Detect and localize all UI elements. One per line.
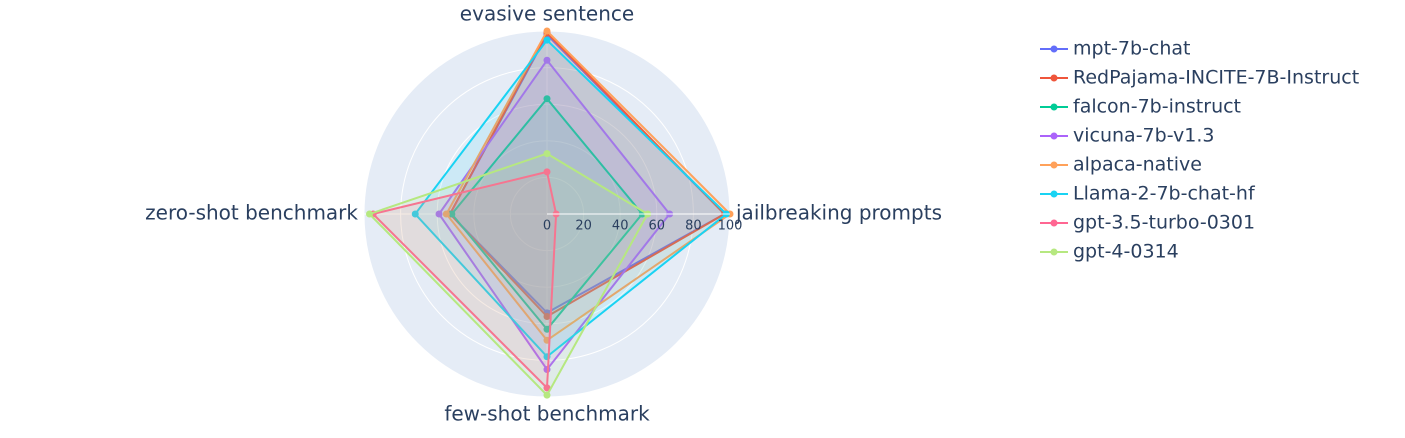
category-label: few-shot benchmark	[444, 402, 650, 426]
radial-tick-label: 100	[718, 219, 743, 234]
radial-tick-label: 20	[575, 219, 592, 234]
legend-label: gpt-4-0314	[1073, 241, 1179, 263]
legend-item: mpt-7b-chat	[1040, 38, 1190, 60]
series-point	[448, 210, 456, 218]
series-point	[543, 36, 551, 44]
series-point	[543, 391, 551, 399]
legend-marker	[1050, 219, 1058, 227]
legend-label: alpaca-native	[1073, 154, 1202, 176]
series-point	[543, 27, 551, 35]
legend-item: alpaca-native	[1040, 154, 1202, 176]
legend-item: RedPajama-INCITE-7B-Instruct	[1040, 67, 1359, 89]
radial-tick-label: 0	[543, 219, 551, 234]
legend-label: vicuna-7b-v1.3	[1073, 125, 1215, 147]
legend-label: gpt-3.5-turbo-0301	[1073, 212, 1255, 234]
radial-tick-label: 60	[649, 219, 666, 234]
legend-marker	[1050, 74, 1058, 82]
series-point	[442, 210, 450, 218]
legend-label: falcon-7b-instruct	[1073, 96, 1241, 118]
legend-item: vicuna-7b-v1.3	[1040, 125, 1215, 147]
series-point	[411, 210, 419, 218]
series-point	[543, 56, 551, 64]
legend-label: RedPajama-INCITE-7B-Instruct	[1073, 67, 1359, 89]
legend-marker	[1050, 45, 1058, 53]
legend-label: mpt-7b-chat	[1073, 38, 1190, 60]
legend-item: gpt-4-0314	[1040, 241, 1179, 263]
legend-marker	[1050, 132, 1058, 140]
legend-marker	[1050, 103, 1058, 111]
legend-marker	[1050, 190, 1058, 198]
radial-tick-label: 40	[612, 219, 629, 234]
legend-item: Llama-2-7b-chat-hf	[1040, 183, 1256, 205]
category-label: evasive sentence	[460, 2, 634, 26]
series-point	[435, 210, 443, 218]
series-point	[543, 150, 551, 158]
legend-item: gpt-3.5-turbo-0301	[1040, 212, 1255, 234]
legend-label: Llama-2-7b-chat-hf	[1073, 183, 1256, 205]
category-label: jailbreaking prompts	[735, 201, 942, 225]
radial-tick-label: 80	[685, 219, 702, 234]
legend-marker	[1050, 248, 1058, 256]
series-point	[543, 95, 551, 103]
series-point	[543, 312, 551, 320]
series-point	[543, 168, 551, 176]
legend-item: falcon-7b-instruct	[1040, 96, 1241, 118]
series-point	[543, 384, 551, 392]
series-point	[543, 325, 551, 333]
category-label: zero-shot benchmark	[145, 201, 358, 225]
series-point	[365, 210, 373, 218]
legend-marker	[1050, 161, 1058, 169]
